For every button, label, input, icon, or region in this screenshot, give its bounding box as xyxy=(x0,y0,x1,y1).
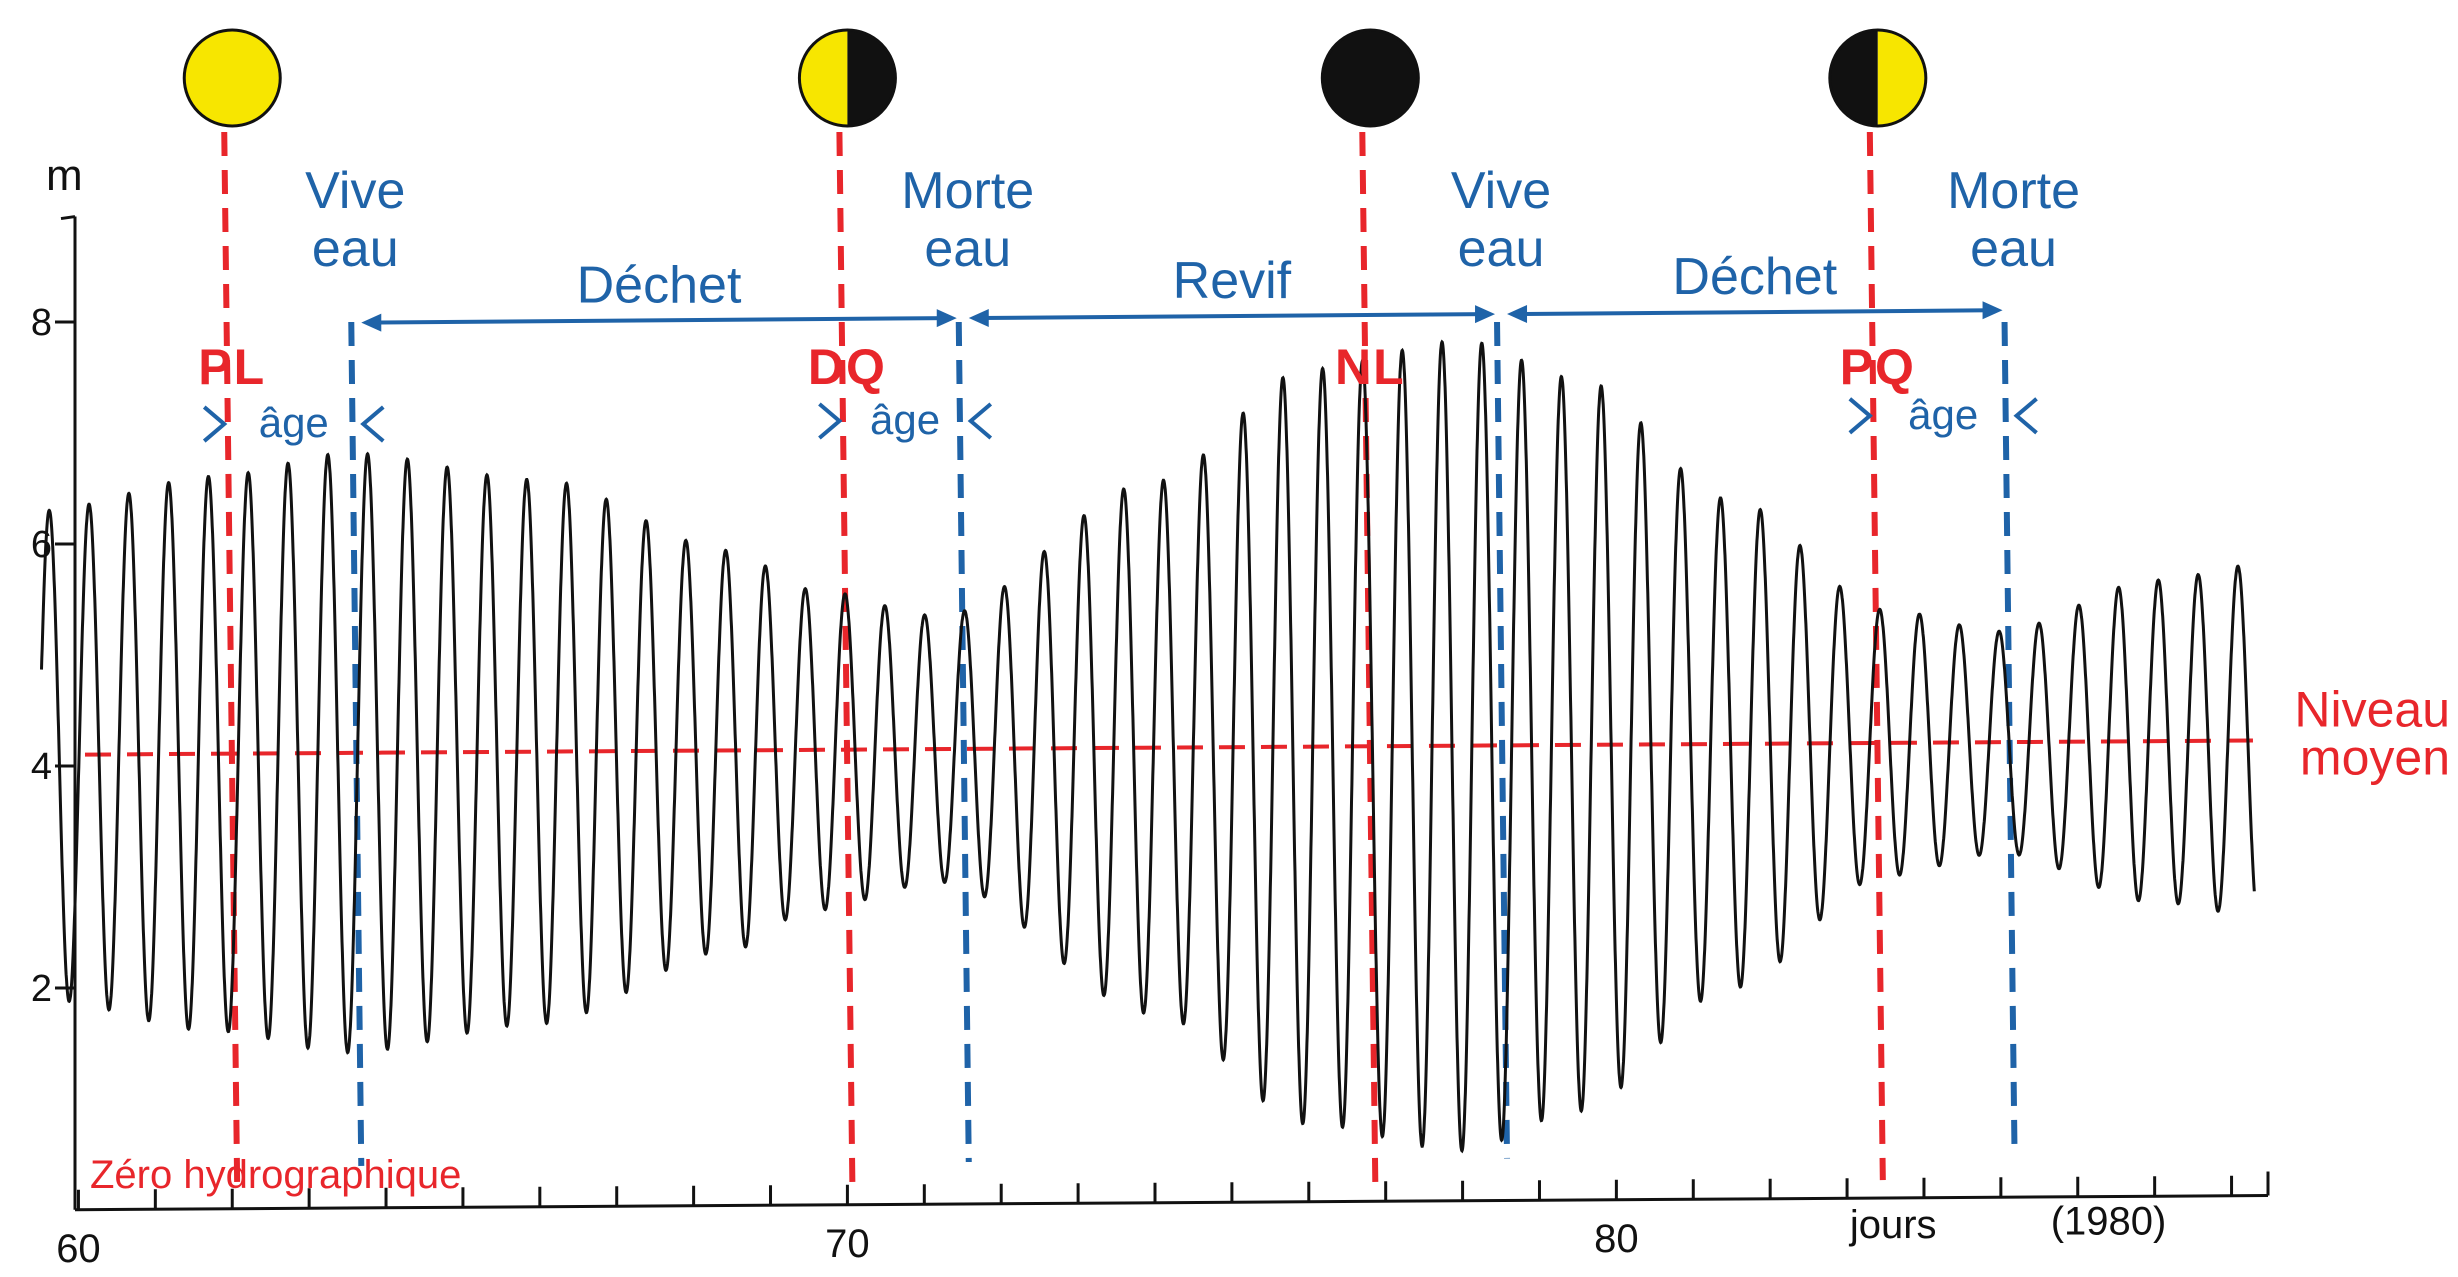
age-marker-left xyxy=(818,402,843,440)
arrow-head xyxy=(1982,301,2003,320)
first-quarter-moon-right-half xyxy=(1877,30,1926,126)
arrow-head xyxy=(1507,304,1528,323)
arrow-head xyxy=(936,309,957,328)
period-arrow-line xyxy=(1519,308,1991,316)
last-quarter-moon-icon xyxy=(797,28,897,128)
last-quarter-moon-left-half xyxy=(799,30,848,126)
tide-event-label-line2: eau xyxy=(312,220,399,278)
tide-event-label-line1: Vive xyxy=(1451,162,1551,220)
age-marker-right xyxy=(967,402,993,440)
arrow-head xyxy=(1475,305,1496,324)
period-label: Déchet xyxy=(577,256,742,314)
age-interval xyxy=(202,405,385,443)
moon-phase-label: NL xyxy=(1335,339,1406,395)
tide-event-label-line2: eau xyxy=(924,220,1011,278)
age-marker-left xyxy=(202,405,228,443)
moon-phase-label: DQ xyxy=(808,339,887,395)
y-axis-cap xyxy=(60,215,76,221)
last-quarter-moon-right-half xyxy=(847,30,896,126)
arrow-head xyxy=(968,309,989,328)
tide-curve xyxy=(40,339,2256,1154)
tide-event-label-line2: eau xyxy=(1458,220,1545,278)
zero-hydrographic-label: Zéro hydrographique xyxy=(90,1153,461,1197)
moon-phase-full xyxy=(182,28,282,128)
axes-layer: 2 4 6 8 m 60 70 80 jours (1980) xyxy=(31,151,2270,1271)
age-interval xyxy=(1848,397,2038,435)
age-label: âge xyxy=(259,399,329,446)
period-arrow xyxy=(361,309,957,332)
mean-level-label-line1: Niveau xyxy=(2294,681,2450,737)
tide-event-label-line1: Morte xyxy=(901,162,1034,220)
period-arrow xyxy=(968,305,1496,328)
age-label: âge xyxy=(1908,391,1978,438)
tide-event-line xyxy=(955,321,972,1163)
tide-event-label-line1: Vive xyxy=(305,162,405,220)
moon-phase-line xyxy=(1359,131,1379,1184)
y-tick-label: 8 xyxy=(31,302,52,344)
y-tick-label: 4 xyxy=(31,746,52,788)
x-tick-label: 80 xyxy=(1594,1217,1639,1261)
x-tick-label: 60 xyxy=(56,1227,101,1271)
period-label: Revif xyxy=(1173,252,1292,310)
tide-event-label-line1: Morte xyxy=(1947,162,2080,220)
mean-level-line xyxy=(84,738,2263,757)
first-quarter-moon-icon xyxy=(1828,28,1928,128)
period-arrow-line xyxy=(373,316,945,325)
moon-phase-line xyxy=(836,131,856,1187)
age-label: âge xyxy=(870,396,940,443)
tide-event-label-line2: eau xyxy=(1970,220,2057,278)
period-arrow-line xyxy=(980,312,1484,321)
period-arrow xyxy=(1507,301,2003,323)
y-tick-label: 2 xyxy=(31,968,52,1010)
age-marker-right xyxy=(2013,397,2038,435)
tide-event-line xyxy=(2001,321,2018,1156)
moon-phase-line xyxy=(1866,131,1886,1181)
labels-layer: PL DQ NL PQViveeauMorteeauViveeauMorteeauDé… xyxy=(90,28,2450,1197)
age-marker-left xyxy=(1848,397,1873,435)
arrow-head xyxy=(361,313,382,332)
new-moon-icon xyxy=(1320,28,1420,128)
first-quarter-moon-left-half xyxy=(1829,30,1878,126)
tide-curve-layer xyxy=(40,339,2256,1154)
full-moon-icon xyxy=(182,28,282,128)
moon-phase-label: PQ xyxy=(1840,339,1916,395)
age-marker-right xyxy=(360,405,385,443)
age-interval xyxy=(818,402,993,440)
moon-phase-new xyxy=(1320,28,1420,128)
tide-event-line xyxy=(348,321,365,1166)
moon-phase-first-quarter xyxy=(1828,28,1928,128)
moon-phase-last-quarter xyxy=(797,28,897,128)
y-axis-unit-label: m xyxy=(46,151,83,200)
period-label: Déchet xyxy=(1672,248,1837,306)
moon-phase-line xyxy=(221,131,241,1191)
x-tick-label: 70 xyxy=(825,1222,870,1266)
y-tick-label: 6 xyxy=(31,524,52,566)
x-axis-line xyxy=(74,1194,2269,1212)
moon-phase-label: PL xyxy=(198,339,266,395)
year-label: (1980) xyxy=(2051,1200,2167,1244)
mean-level-label-line2: moyen xyxy=(2300,729,2450,785)
x-axis-label: jours xyxy=(1849,1203,1937,1247)
